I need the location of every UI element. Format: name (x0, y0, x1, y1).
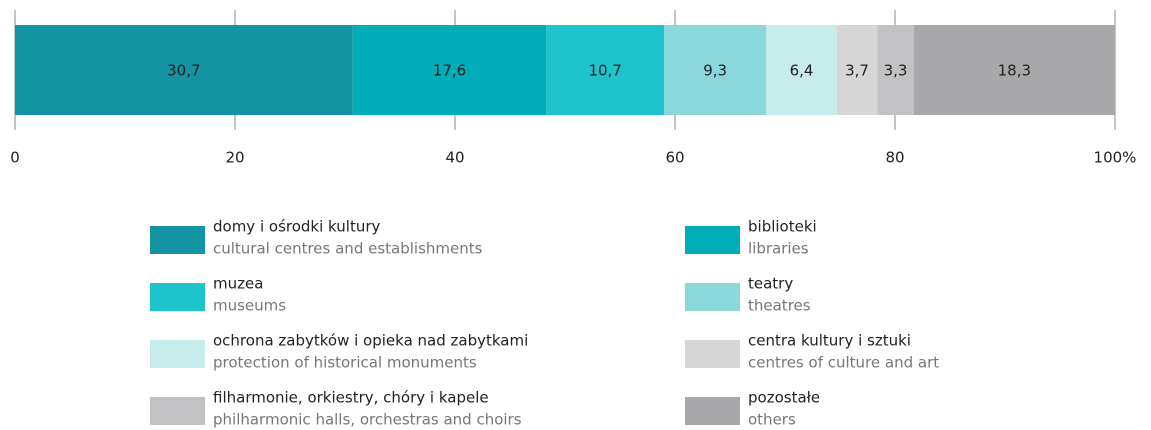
legend-label: biblioteki (748, 218, 817, 236)
x-tick-label: 0 (10, 149, 20, 167)
bar-segment (352, 25, 547, 115)
legend-label: teatry (748, 275, 793, 293)
legend-label-en: museums (213, 297, 286, 315)
legend-label-en: libraries (748, 240, 809, 258)
legend-swatch (685, 226, 740, 254)
x-tick-label: 100% (1094, 149, 1137, 167)
legend-label: filharmonie, orkiestry, chóry i kapele (213, 389, 489, 407)
bar-segment (546, 25, 664, 115)
legend-label-en: philharmonic halls, orchestras and choir… (213, 411, 522, 429)
legend-label-en: theatres (748, 297, 811, 315)
x-tick-label: 40 (445, 149, 464, 167)
bar-segment (664, 25, 767, 115)
bar-segment (766, 25, 837, 115)
legend-label-en: centres of culture and art (748, 354, 939, 372)
legend-swatch (150, 226, 205, 254)
legend-label-en: cultural centres and establishments (213, 240, 483, 258)
legend-label: domy i ośrodki kultury (213, 218, 380, 236)
legend-label-en: protection of historical monuments (213, 354, 477, 372)
data-label: 3,3 (884, 62, 908, 80)
bar-segment (913, 25, 1115, 115)
legend-swatch (685, 340, 740, 368)
bar-segment (15, 25, 353, 115)
legend-swatch (685, 283, 740, 311)
data-label: 6,4 (790, 62, 814, 80)
bar-segment (836, 25, 878, 115)
data-label: 30,7 (167, 62, 200, 80)
data-label: 17,6 (433, 62, 466, 80)
legend-swatch (150, 397, 205, 425)
x-tick-label: 80 (885, 149, 904, 167)
legend-label: centra kultury i sztuki (748, 332, 911, 350)
legend-label-en: others (748, 411, 796, 429)
data-label: 10,7 (588, 62, 621, 80)
bar-segment (877, 25, 914, 115)
data-label: 3,7 (845, 62, 869, 80)
x-tick-label: 60 (665, 149, 684, 167)
legend-label: pozostałe (748, 389, 820, 407)
x-tick-label: 20 (225, 149, 244, 167)
data-label: 18,3 (998, 62, 1031, 80)
legend-swatch (150, 340, 205, 368)
legend-swatch (150, 283, 205, 311)
legend-label: ochrona zabytków i opieka nad zabytkami (213, 332, 528, 350)
legend-swatch (685, 397, 740, 425)
data-label: 9,3 (703, 62, 727, 80)
legend-label: muzea (213, 275, 263, 293)
